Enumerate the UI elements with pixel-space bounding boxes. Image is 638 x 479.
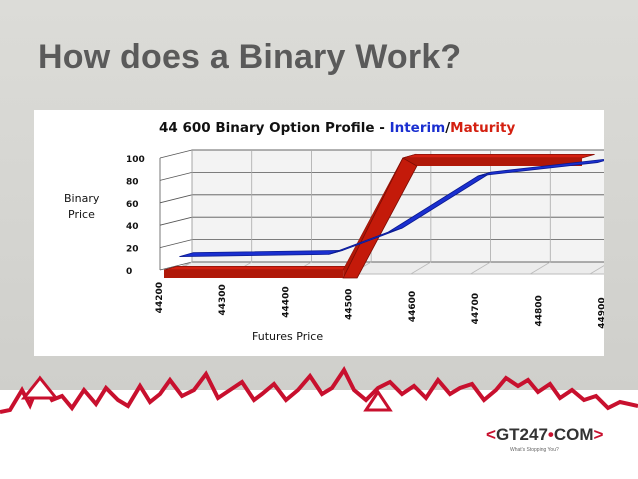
logo-tagline: What's Stopping You? <box>510 447 559 453</box>
chart-title-maturity: Maturity <box>450 120 515 136</box>
gt247-logo: <GT247•COM> What's Stopping You? <box>486 425 606 463</box>
logo-wordmark: <GT247•COM> <box>486 425 604 444</box>
series-segment <box>402 154 595 159</box>
x-tick-label: 44200 <box>155 282 165 313</box>
series-segment <box>477 158 604 177</box>
mountain-triangle <box>363 389 393 412</box>
y-tick-label: 20 <box>126 245 139 255</box>
y-tick-label: 60 <box>126 200 139 210</box>
x-tick-label: 44700 <box>471 293 481 324</box>
series-front-face <box>164 270 344 278</box>
y-axis-label-line-1: Binary <box>64 192 100 205</box>
x-axis-label: Futures Price <box>252 330 323 343</box>
y-tick-label: 40 <box>126 222 139 232</box>
x-tick-label: 44500 <box>345 289 355 320</box>
series-step-wall <box>342 157 418 279</box>
slide-title: How does a Binary Work? <box>38 38 462 76</box>
x-tick-label: 44600 <box>408 291 418 322</box>
y-tick-label: 80 <box>126 177 139 187</box>
mountain-decoration <box>0 366 638 414</box>
series-interim <box>179 158 604 258</box>
floor-gridline <box>530 261 551 275</box>
chart-title: 44 600 Binary Option Profile - Interim/M… <box>159 120 515 136</box>
x-tick-label: 44900 <box>598 297 605 328</box>
x-tick-label: 44300 <box>218 284 228 315</box>
chart-title-interim: Interim <box>390 120 446 136</box>
x-tick-labels: 44200 44300 44400 44500 44600 44700 44800 44900 <box>155 282 604 329</box>
floor-gridline <box>410 261 432 275</box>
y-tick-label: 0 <box>126 267 132 277</box>
floor-gridline <box>470 261 491 275</box>
series-front-face <box>402 158 582 166</box>
series-segment <box>163 265 356 271</box>
mountain-triangle <box>20 375 60 400</box>
y-tick-label: 100 <box>126 155 145 165</box>
x-tick-label: 44800 <box>534 295 544 326</box>
x-tick-label: 44400 <box>281 286 291 317</box>
y-tick-labels: 0 20 40 60 80 100 <box>126 155 145 277</box>
mountain-outline <box>0 366 638 414</box>
binary-option-chart: 44 600 Binary Option Profile - Interim/M… <box>64 120 604 343</box>
chart-title-separator: / <box>445 120 450 136</box>
y-axis-label-line-2: Price <box>68 208 95 221</box>
series-maturity <box>163 153 595 279</box>
chart-title-prefix: 44 600 Binary Option Profile - <box>159 120 390 136</box>
floor-gridline <box>589 265 604 275</box>
chart-panel: 44 600 Binary Option Profile - Interim/M… <box>34 110 604 356</box>
